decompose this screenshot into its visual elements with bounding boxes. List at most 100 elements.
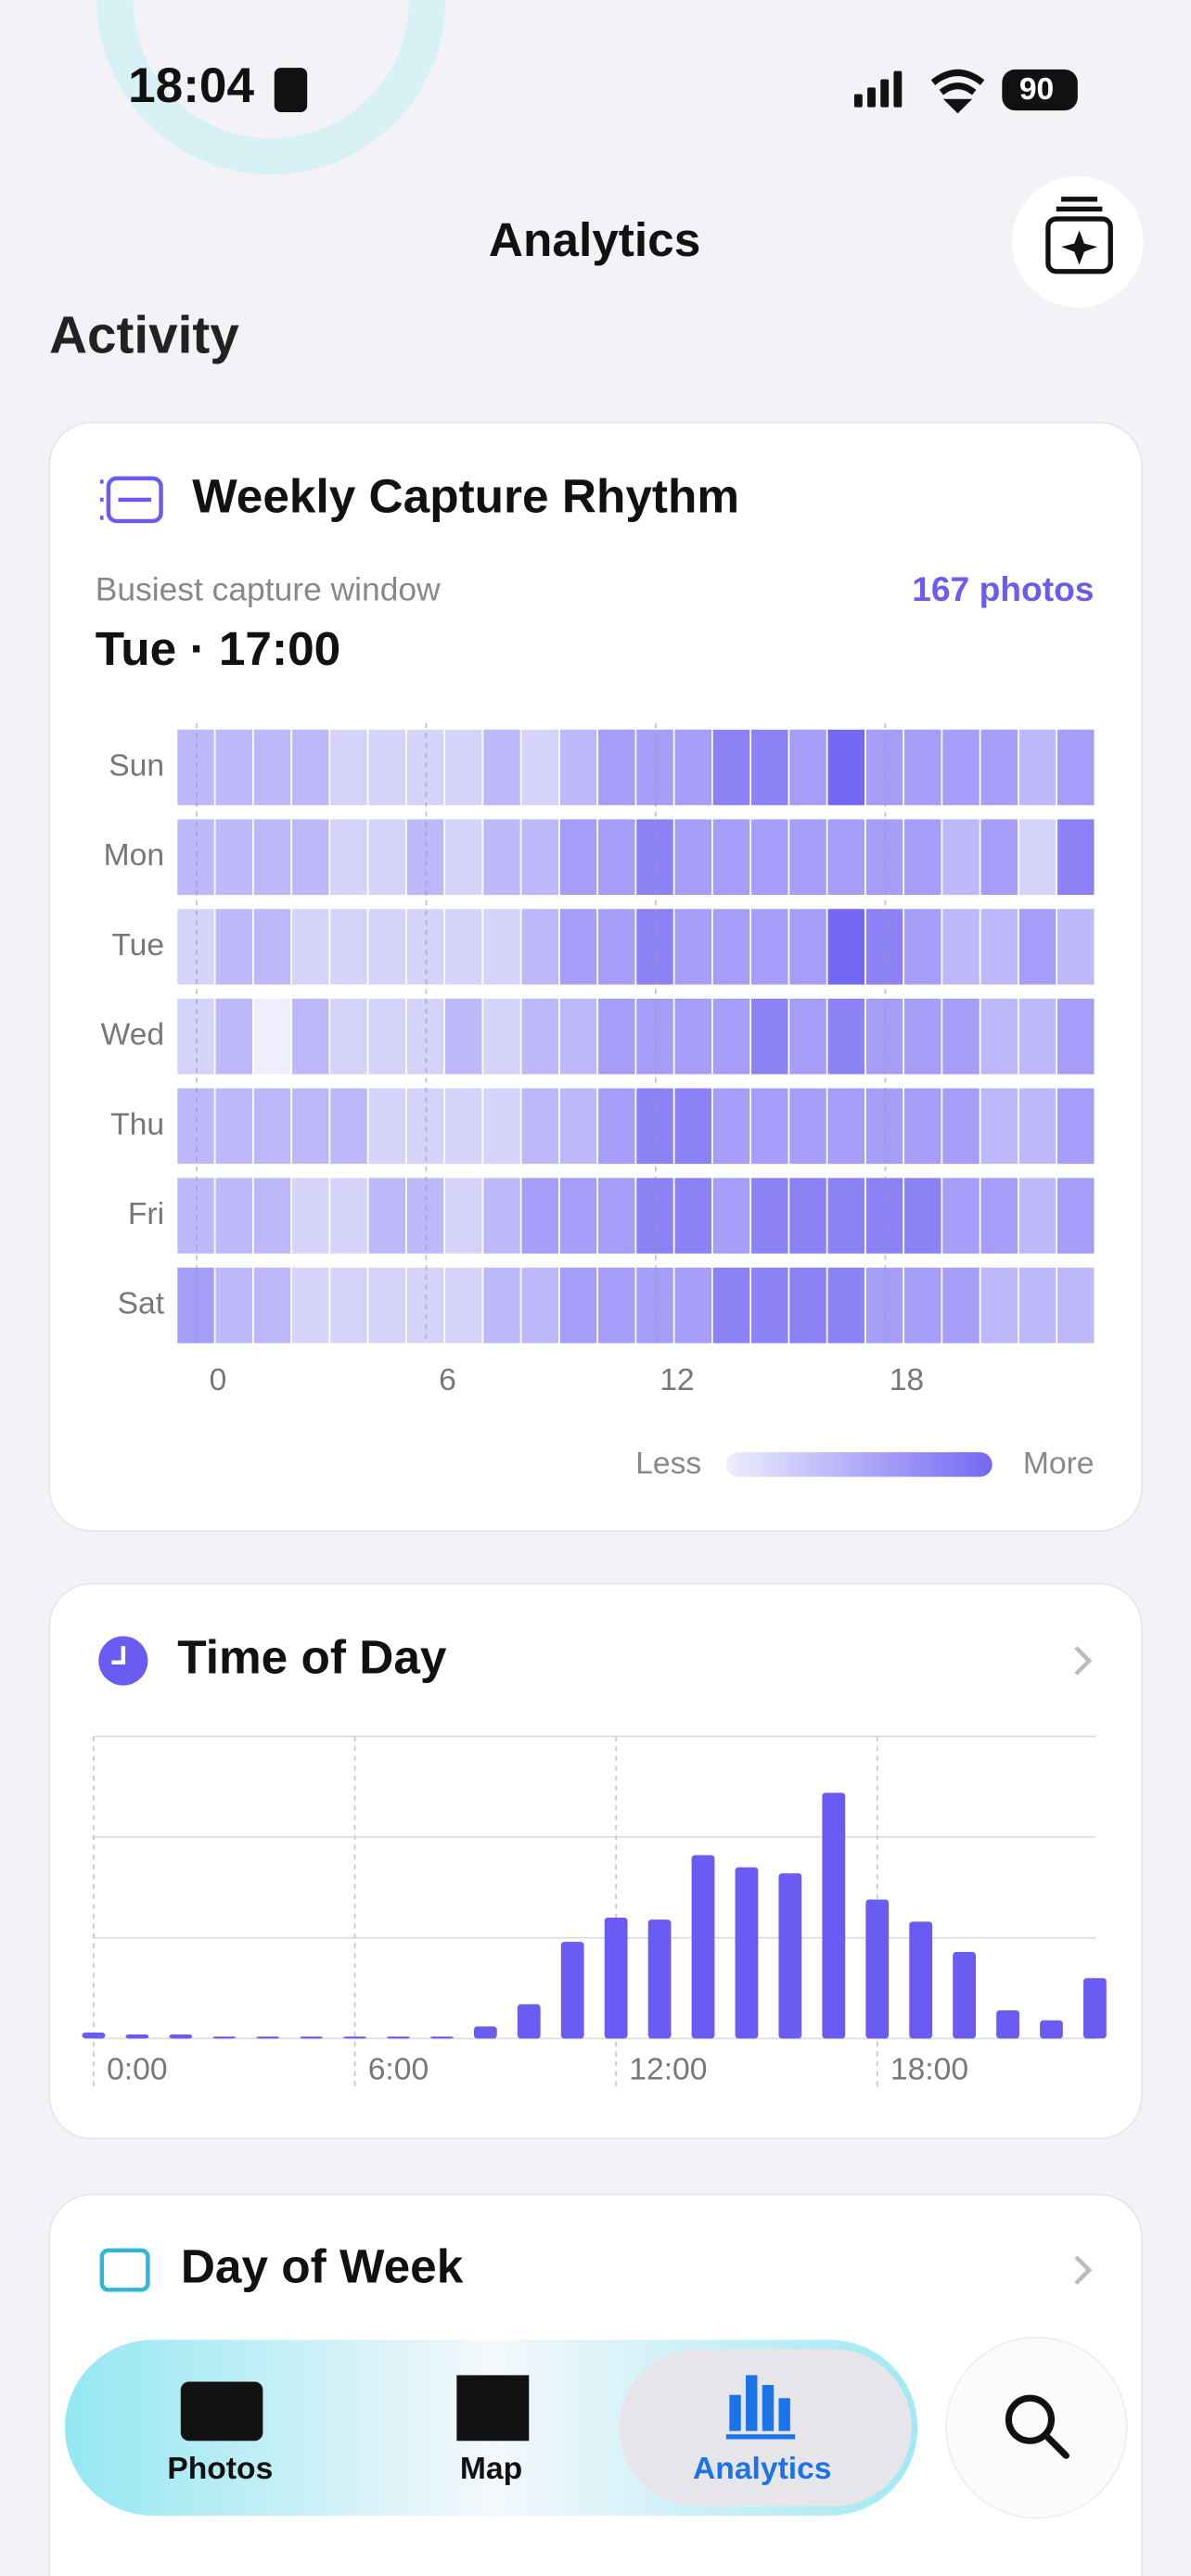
heat-cell [483, 998, 520, 1075]
heat-cell [330, 909, 367, 985]
heat-cell [292, 1088, 329, 1165]
heat-cell [292, 819, 329, 896]
wifi-icon [930, 69, 985, 114]
card-title: Time of Day [177, 1631, 447, 1684]
heat-cell [483, 909, 520, 985]
heat-cell [789, 729, 826, 806]
heat-cell [368, 729, 406, 806]
heat-cell [674, 1268, 712, 1344]
x-tick-label: 18:00 [890, 2053, 968, 2087]
heat-cell [253, 909, 291, 985]
heat-cell [904, 1178, 941, 1254]
card-title: Weekly Capture Rhythm [192, 469, 739, 522]
heat-cell [751, 819, 788, 896]
clock-hands [111, 1646, 126, 1665]
battery-level: 90 [1019, 72, 1054, 107]
heat-cell [674, 998, 712, 1075]
tab-map[interactable]: Map [460, 2452, 522, 2486]
heat-cell [980, 1268, 1018, 1344]
page-title: Analytics [489, 213, 700, 266]
heat-cell [942, 729, 980, 806]
bar [517, 2004, 541, 2039]
heat-cell [215, 1178, 253, 1254]
heat-cell [636, 1268, 673, 1344]
search-icon [1005, 2394, 1056, 2444]
heat-cell [1057, 1268, 1095, 1344]
heat-cell [751, 998, 788, 1075]
bar [822, 1792, 846, 2039]
heat-cell [483, 1178, 520, 1254]
heat-cell [215, 909, 253, 985]
heat-cell [636, 729, 673, 806]
status-icon [274, 68, 308, 112]
heat-cell [904, 1088, 941, 1165]
heat-cell [483, 819, 520, 896]
heat-cell [1057, 998, 1095, 1075]
heat-cell [712, 1268, 750, 1344]
heat-cell [253, 1088, 291, 1165]
bar [865, 1899, 890, 2039]
search-button[interactable] [945, 2336, 1128, 2519]
row-label: Sun [109, 748, 164, 783]
heat-cell [559, 1088, 597, 1165]
photos-icon [180, 2381, 263, 2442]
heat-cell [598, 909, 635, 985]
heat-cell [636, 998, 673, 1075]
heat-cell [445, 819, 482, 896]
heat-cell [1057, 819, 1095, 896]
heat-cell [674, 729, 712, 806]
heat-cell [712, 998, 750, 1075]
heat-cell [406, 998, 444, 1075]
bar [343, 2036, 366, 2039]
heat-cell [521, 1088, 559, 1165]
heat-cell [904, 819, 941, 896]
heat-cell [330, 1088, 367, 1165]
heat-cell [827, 729, 865, 806]
heat-cell [942, 998, 980, 1075]
heat-cell [521, 909, 559, 985]
bar [735, 1867, 759, 2039]
heat-cell [827, 998, 865, 1075]
tab-photos[interactable]: Photos [167, 2452, 273, 2486]
heat-cell [598, 819, 635, 896]
bg-decoration [96, 0, 445, 175]
bar [212, 2036, 237, 2039]
heat-cell [712, 819, 750, 896]
heat-cell [980, 819, 1018, 896]
heat-cell [521, 729, 559, 806]
heat-cell [980, 998, 1018, 1075]
bar [256, 2036, 280, 2039]
heat-cell [827, 819, 865, 896]
map-icon [456, 2375, 530, 2442]
heat-cell [559, 819, 597, 896]
heat-cell [674, 1088, 712, 1165]
card-title: Day of Week [181, 2240, 464, 2293]
heat-cell [636, 819, 673, 896]
heat-cell [827, 1268, 865, 1344]
heat-cell [942, 1268, 980, 1344]
heat-cell [445, 1268, 482, 1344]
heat-cell [980, 1178, 1018, 1254]
legend-gradient [725, 1452, 992, 1477]
insights-sparkle [1061, 230, 1098, 265]
heat-cell [330, 819, 367, 896]
bar [560, 1942, 584, 2039]
tab-analytics[interactable]: Analytics [693, 2452, 832, 2486]
heat-cell [292, 1178, 329, 1254]
bar [473, 2026, 497, 2039]
heat-cell [1018, 1178, 1057, 1254]
heat-cell [483, 1088, 520, 1165]
heat-cell [789, 909, 826, 985]
bar [647, 1919, 672, 2039]
heat-cell [292, 729, 329, 806]
heat-cell [330, 1178, 367, 1254]
heat-cell [445, 998, 482, 1075]
heat-cell [253, 1268, 291, 1344]
bar [82, 2032, 106, 2039]
heat-cell [827, 909, 865, 985]
heat-cell [751, 1088, 788, 1165]
heat-cell [521, 819, 559, 896]
heat-cell [789, 1088, 826, 1165]
row-label: Wed [101, 1018, 165, 1052]
row-label: Sat [118, 1287, 165, 1321]
